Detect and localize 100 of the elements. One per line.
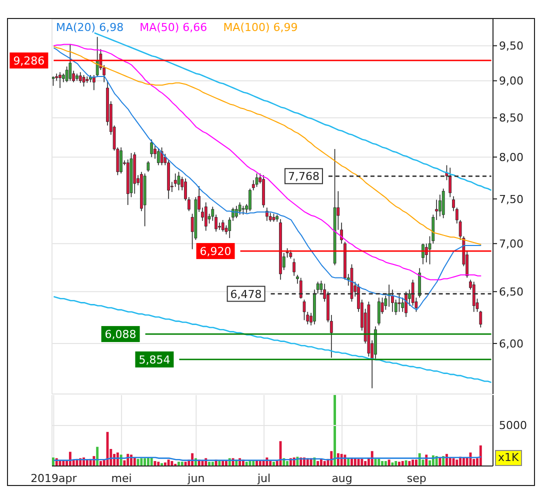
bar: [456, 460, 458, 466]
series-label: 7,768: [288, 170, 320, 184]
bar: [96, 446, 99, 466]
bar: [144, 458, 146, 466]
bar: [136, 458, 140, 466]
candlestick: [418, 268, 422, 298]
y-tick-label: 6,50: [499, 286, 524, 299]
bar: [316, 461, 320, 466]
candlestick: [150, 139, 154, 158]
candlestick: [438, 194, 442, 217]
bar: [286, 461, 289, 466]
candlestick: [292, 258, 296, 276]
candlestick: [401, 297, 404, 312]
candlestick: [255, 173, 258, 188]
x-tick-label: aug: [332, 472, 352, 485]
bar: [414, 460, 418, 466]
candlestick: [302, 299, 306, 321]
bar: [360, 458, 364, 466]
text: 5000: [498, 419, 528, 433]
bar: [256, 461, 258, 466]
candlestick: [156, 148, 160, 166]
candlestick: [448, 167, 452, 198]
series-label: MA(20) 6,98: [56, 21, 124, 34]
series-label: 5,854: [138, 353, 170, 366]
bar: [218, 461, 221, 466]
bar: [170, 461, 174, 466]
candlestick: [299, 277, 302, 300]
candlestick: [82, 74, 86, 87]
series-label: 6,920: [200, 245, 232, 258]
bar: [222, 461, 224, 466]
candlestick: [160, 147, 164, 166]
bar: [388, 460, 390, 466]
x-tick-label: 2019apr: [30, 472, 78, 485]
bar: [364, 461, 367, 466]
candlestick: [58, 72, 62, 88]
bar: [323, 461, 326, 466]
bar: [178, 462, 180, 466]
candlestick: [442, 188, 445, 219]
x-tick-label: sep: [406, 472, 426, 485]
candlestick: [146, 160, 150, 172]
bar: [272, 462, 275, 466]
bar: [167, 460, 170, 466]
y-tick-label: 7,50: [499, 192, 524, 206]
bar: [225, 461, 228, 466]
bar: [245, 462, 248, 466]
bar: [180, 462, 184, 466]
bar: [130, 454, 132, 466]
bar: [150, 457, 153, 466]
bar: [211, 462, 214, 466]
bar: [157, 462, 160, 466]
candlestick: [177, 171, 180, 191]
bar: [394, 461, 398, 466]
bar: [252, 461, 255, 466]
candlestick: [78, 72, 82, 84]
y-tick-label: 8,00: [499, 150, 524, 164]
bar: [146, 457, 150, 466]
x-tick-label: jun: [186, 472, 205, 485]
bar: [384, 461, 387, 466]
bar: [334, 395, 336, 466]
series-label: 6,088: [104, 328, 136, 342]
candlestick: [68, 44, 72, 82]
text: MA(100) 6,99: [223, 21, 298, 34]
candlestick: [238, 202, 242, 216]
bar: [448, 457, 452, 466]
bar: [408, 461, 411, 466]
candlestick: [221, 220, 224, 232]
candlestick: [204, 202, 208, 232]
text: x1K: [495, 450, 522, 466]
series-label: 6,478: [230, 288, 262, 301]
candlestick: [377, 297, 380, 326]
line-series: [53, 46, 482, 246]
candlestick: [472, 281, 476, 312]
bar: [398, 462, 400, 466]
bar: [99, 461, 102, 466]
bar: [381, 461, 384, 466]
line-series: [94, 32, 492, 191]
bar: [258, 461, 262, 466]
y-tick-label: 7,00: [499, 238, 524, 251]
bar: [208, 462, 210, 466]
bar: [357, 458, 360, 466]
bar: [412, 460, 414, 466]
bar: [378, 458, 380, 466]
series-label: 9,286: [13, 54, 45, 68]
bar: [479, 445, 482, 466]
bar: [401, 461, 404, 466]
bar: [133, 457, 136, 466]
text: MA(50) 6,66: [140, 21, 208, 34]
x-tick-label: jul: [256, 472, 271, 485]
bar: [462, 457, 465, 466]
y-tick-label: 8,50: [499, 112, 524, 125]
candlestick: [404, 291, 408, 318]
candlestick: [120, 147, 122, 174]
bar: [269, 461, 272, 466]
bar: [140, 458, 143, 466]
y-tick-label: 6,00: [499, 337, 524, 350]
candlestick: [422, 243, 424, 265]
y-tick-label: 9,00: [499, 74, 524, 88]
candlestick: [234, 205, 238, 219]
candlestick: [398, 294, 401, 312]
bar: [438, 457, 442, 466]
